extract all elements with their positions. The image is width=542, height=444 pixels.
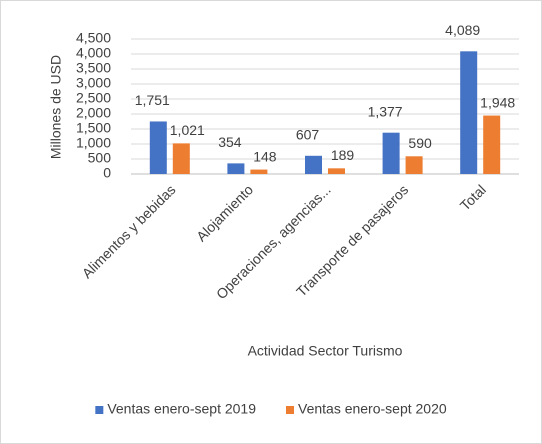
y-tick-label: 3,000 [76, 75, 111, 91]
data-label: 1,377 [368, 103, 403, 119]
y-axis-title: Millones de USD [48, 55, 64, 159]
data-label: 4,089 [445, 22, 480, 38]
bar [149, 121, 167, 174]
bar [460, 51, 478, 174]
y-tick-label: 1,000 [76, 135, 111, 151]
bar [227, 163, 245, 174]
data-label: 189 [331, 147, 355, 163]
y-tick-label: 3,500 [76, 60, 111, 76]
data-label: 148 [253, 148, 277, 164]
bar [483, 115, 501, 174]
data-label: 1,021 [170, 122, 205, 138]
data-label: 354 [218, 134, 242, 150]
legend-swatch [95, 406, 104, 414]
bar [250, 169, 268, 174]
y-tick-label: 2,000 [76, 105, 111, 121]
y-tick-label: 4,500 [76, 30, 111, 46]
legend-label: Ventas enero-sept 2019 [107, 401, 256, 417]
bar [382, 132, 400, 174]
y-tick-label: 1,500 [76, 120, 111, 136]
data-label: 1,948 [480, 94, 515, 110]
x-axis-title: Actividad Sector Turismo [248, 343, 403, 359]
bar [328, 168, 345, 174]
data-label: 590 [408, 135, 432, 151]
bar [172, 143, 190, 174]
y-tick-label: 0 [103, 165, 111, 181]
legend-swatch [286, 406, 294, 414]
legend-label: Ventas enero-sept 2020 [298, 401, 447, 417]
data-label: 1,751 [135, 92, 170, 108]
y-tick-label: 4,000 [76, 45, 111, 61]
bar [405, 156, 423, 174]
bar [305, 155, 322, 174]
data-label: 607 [296, 126, 320, 142]
y-tick-label: 2,500 [76, 90, 111, 106]
y-tick-label: 500 [88, 150, 112, 166]
